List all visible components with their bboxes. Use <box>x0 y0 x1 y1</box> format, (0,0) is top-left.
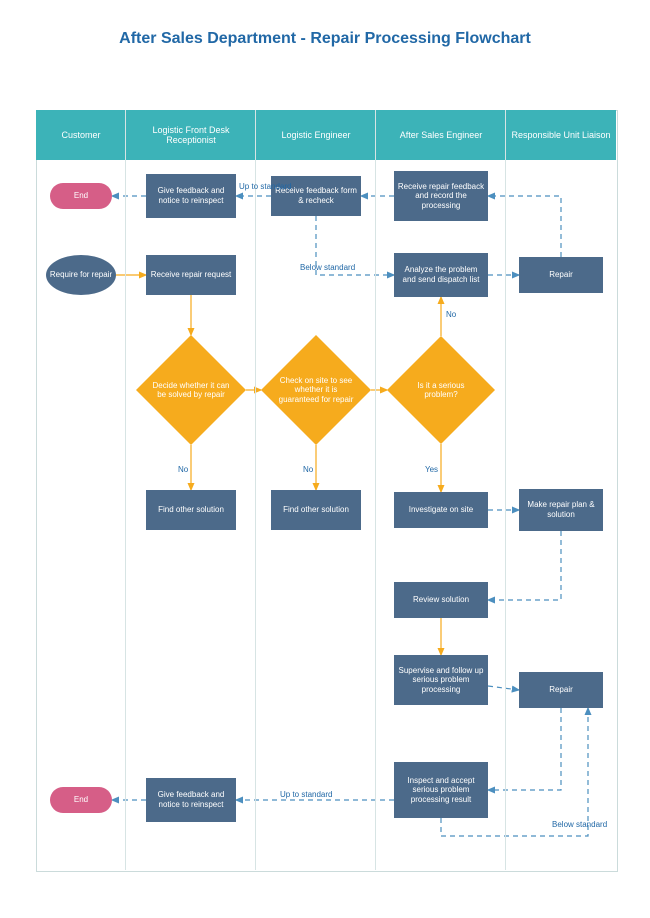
edge-label: No <box>178 465 188 474</box>
decision-label: Check on site to see whether it is guara… <box>261 335 371 445</box>
decision-decide3: Is it a serious problem? <box>387 336 495 444</box>
lane-divider <box>375 110 376 870</box>
lane-divider <box>505 110 506 870</box>
process-investigate: Investigate on site <box>394 492 488 528</box>
process-review: Review solution <box>394 582 488 618</box>
process-recvreq: Receive repair request <box>146 255 236 295</box>
decision-decide2: Check on site to see whether it is guara… <box>261 335 371 445</box>
lane-header-customer: Customer <box>36 110 126 160</box>
edge-label: Below standard <box>552 820 607 829</box>
edge-label: Up to standard <box>280 790 332 799</box>
flowchart-container: After Sales Department - Repair Processi… <box>0 0 650 918</box>
process-other1: Find other solution <box>146 490 236 530</box>
edge-label: Up to standard <box>239 182 291 191</box>
decision-label: Is it a serious problem? <box>387 336 495 444</box>
lane-header-aftersales: After Sales Engineer <box>376 110 506 160</box>
chart-title: After Sales Department - Repair Processi… <box>0 30 650 48</box>
process-feedback1: Give feedback and notice to reinspect <box>146 174 236 218</box>
process-feedback2: Give feedback and notice to reinspect <box>146 778 236 822</box>
process-analyze: Analyze the problem and send dispatch li… <box>394 253 488 297</box>
process-repair2: Repair <box>519 672 603 708</box>
decision-decide1: Decide whether it can be solved by repai… <box>136 335 246 445</box>
process-other2: Find other solution <box>271 490 361 530</box>
terminator-end1: End <box>50 183 112 209</box>
edge-label: No <box>446 310 456 319</box>
process-supervise: Supervise and follow up serious problem … <box>394 655 488 705</box>
edge-label: No <box>303 465 313 474</box>
edge-label: Yes <box>425 465 438 474</box>
terminator-end2: End <box>50 787 112 813</box>
lane-header-liaison: Responsible Unit Liaison <box>506 110 616 160</box>
process-repair1: Repair <box>519 257 603 293</box>
process-recvfb: Receive repair feedback and record the p… <box>394 171 488 221</box>
ellipse-require: Require for repair <box>46 255 116 295</box>
lane-divider <box>125 110 126 870</box>
process-inspect: Inspect and accept serious problem proce… <box>394 762 488 818</box>
lane-divider <box>255 110 256 870</box>
decision-label: Decide whether it can be solved by repai… <box>136 335 246 445</box>
lane-header-frontdesk: Logistic Front Desk Receptionist <box>126 110 256 160</box>
lane-header-engineer: Logistic Engineer <box>256 110 376 160</box>
process-makeplan: Make repair plan & solution <box>519 489 603 531</box>
edge-label: Below standard <box>300 263 355 272</box>
